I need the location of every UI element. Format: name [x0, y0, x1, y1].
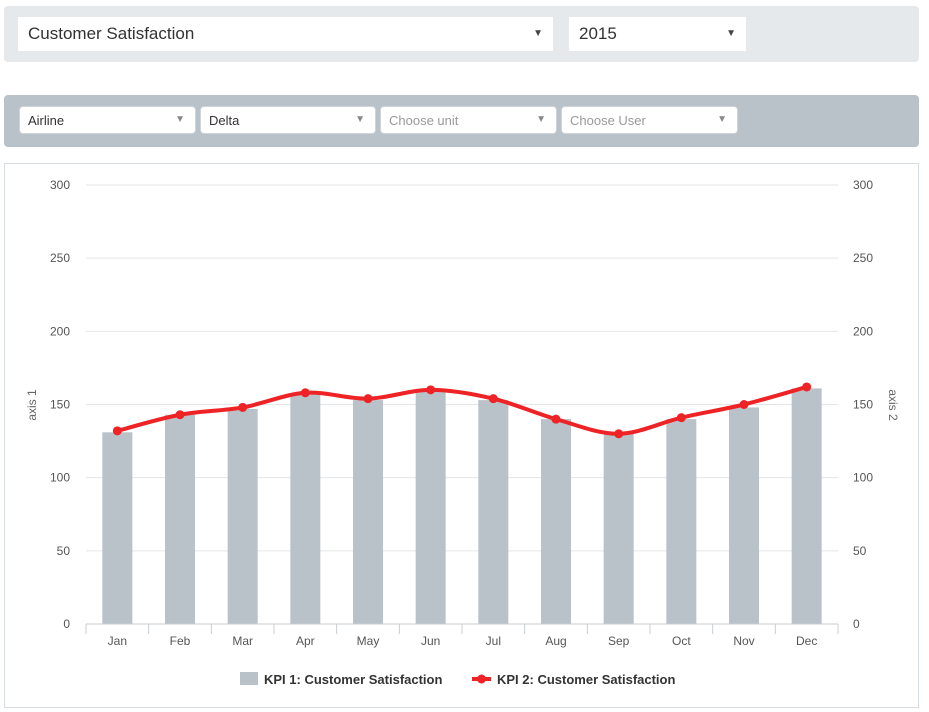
bar [791, 388, 822, 624]
y-tick-label: 200 [50, 324, 70, 338]
y2-tick-label: 50 [853, 544, 867, 558]
kpi-select-value: Customer Satisfaction [28, 24, 195, 43]
y-tick-label: 150 [50, 398, 70, 412]
company-select-value: Delta [209, 113, 240, 128]
line-point [363, 394, 373, 404]
line-point [739, 400, 749, 409]
y-axis-left: 0 50 100 150 200 250 300 [50, 178, 70, 631]
line-point [802, 382, 812, 392]
kpi-year-panel: Customer Satisfaction ▼ 2015 ▼ [4, 6, 919, 62]
line-point [426, 385, 436, 395]
legend-label-kpi1: KPI 1: Customer Satisfaction [264, 672, 442, 687]
company-select[interactable]: Delta ▼ [200, 106, 376, 134]
bar [227, 408, 258, 624]
legend-swatch-bar [240, 672, 258, 685]
y-axis-left-label: axis 1 [25, 389, 39, 421]
y-tick-label: 0 [63, 617, 70, 631]
x-tick-label: Aug [545, 634, 566, 648]
chevron-down-icon: ▼ [717, 114, 727, 125]
bar-series [102, 388, 822, 624]
y-tick-label: 50 [57, 544, 71, 558]
line-point [175, 410, 185, 420]
line-series [112, 382, 812, 439]
chevron-down-icon: ▼ [536, 114, 546, 125]
line-point [551, 414, 561, 424]
bar [165, 414, 195, 624]
bar [729, 407, 759, 624]
year-select-value: 2015 [579, 24, 617, 43]
unit-select-placeholder: Choose unit [389, 113, 459, 128]
line-point [614, 429, 624, 439]
chevron-down-icon: ▼ [533, 28, 543, 39]
chart-container: 0 50 100 150 200 250 300 0 50 100 150 200 250 300 Ja… [4, 163, 919, 708]
unit-select[interactable]: Choose unit ▼ [380, 106, 557, 134]
chevron-down-icon: ▼ [175, 114, 185, 125]
x-axis: Jan Feb Mar Apr May Jun Jul Aug Sep Oct Nov Dec [85, 623, 839, 648]
user-select[interactable]: Choose User ▼ [561, 106, 738, 134]
legend-swatch-point [477, 674, 486, 684]
x-tick-label: May [357, 634, 380, 648]
x-tick-label: Mar [232, 634, 253, 648]
y2-tick-label: 200 [853, 324, 873, 338]
kpi-select[interactable]: Customer Satisfaction ▼ [18, 17, 553, 51]
line-point [238, 402, 248, 412]
x-tick-label: Feb [170, 634, 191, 648]
line-point [676, 413, 686, 423]
industry-select-value: Airline [28, 113, 65, 128]
x-tick-label: Nov [733, 634, 754, 648]
x-tick-label: Oct [672, 634, 691, 648]
y2-tick-label: 100 [853, 471, 873, 485]
chart-legend: KPI 1: Customer Satisfaction KPI 2: Custo… [240, 672, 675, 687]
y-axis-right: 0 50 100 150 200 250 300 [853, 178, 873, 631]
line-point [112, 426, 122, 436]
y2-tick-label: 300 [853, 178, 873, 192]
bar [102, 432, 133, 624]
y-tick-label: 250 [50, 251, 70, 265]
y2-tick-label: 150 [853, 398, 873, 412]
bar [290, 394, 321, 624]
y-tick-label: 300 [50, 178, 70, 192]
x-tick-label: Jul [486, 634, 501, 648]
year-select[interactable]: 2015 ▼ [569, 17, 746, 51]
bar [666, 419, 697, 624]
line-point [488, 394, 498, 404]
user-select-placeholder: Choose User [570, 113, 646, 128]
series-line [116, 385, 808, 436]
industry-select[interactable]: Airline ▼ [19, 106, 196, 134]
filter-panel: Airline ▼ Delta ▼ Choose unit ▼ Choose U… [4, 95, 919, 147]
x-tick-label: Jan [108, 634, 127, 648]
x-tick-label: Dec [796, 634, 817, 648]
bar [415, 391, 446, 624]
line-point [300, 388, 310, 398]
bar [478, 400, 509, 624]
bar [603, 433, 634, 624]
y-tick-label: 100 [50, 471, 70, 485]
gridlines [86, 184, 838, 552]
bar [541, 419, 571, 624]
x-tick-label: Apr [296, 634, 315, 648]
bar [353, 400, 383, 624]
y2-tick-label: 250 [853, 251, 873, 265]
combo-chart: 0 50 100 150 200 250 300 0 50 100 150 200 250 300 Ja… [25, 178, 900, 687]
x-tick-label: Sep [608, 634, 630, 648]
legend-label-kpi2: KPI 2: Customer Satisfaction [497, 672, 675, 687]
chevron-down-icon: ▼ [355, 114, 365, 125]
y2-tick-label: 0 [853, 617, 860, 631]
x-tick-label: Jun [421, 634, 440, 648]
y-axis-right-label: axis 2 [886, 389, 900, 421]
chevron-down-icon: ▼ [726, 28, 736, 39]
